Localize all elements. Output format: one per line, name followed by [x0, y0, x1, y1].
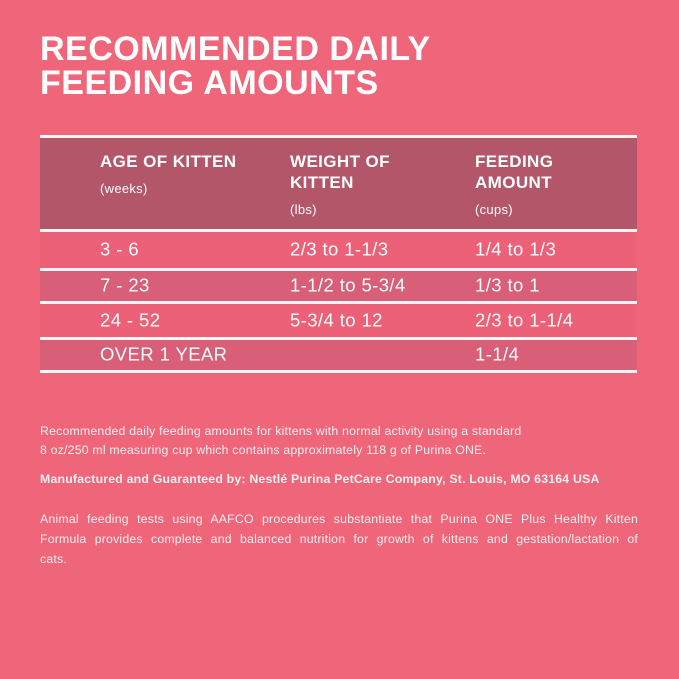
column-header-age-title: AGE OF KITTEN — [100, 152, 237, 171]
cell-weight: 5-3/4 to 12 — [290, 309, 383, 331]
manufacturer-note: Manufactured and Guaranteed by: Nestlé P… — [40, 472, 600, 486]
cell-weight: 2/3 to 1-1/3 — [290, 238, 389, 260]
table-divider — [40, 268, 637, 271]
table-header-row: AGE OF KITTEN (weeks) WEIGHT OF KITTEN (… — [40, 138, 637, 229]
column-header-age: AGE OF KITTEN (weeks) — [100, 151, 245, 199]
aafco-note-line3: cats. — [40, 552, 67, 566]
page-title-line2: FEEDING AMOUNTS — [40, 64, 379, 102]
aafco-note: Animal feeding tests using AAFCO procedu… — [40, 509, 638, 569]
column-header-weight: WEIGHT OF KITTEN (lbs) — [290, 151, 435, 220]
cell-weight: 1-1/2 to 5-3/4 — [290, 274, 406, 296]
aafco-note-line2: Formula provides complete and balanced n… — [40, 532, 638, 546]
table-divider — [40, 229, 637, 232]
column-header-amount: FEEDING AMOUNT (cups) — [475, 151, 620, 220]
cell-age: 7 - 23 — [100, 274, 150, 296]
column-header-amount-title: FEEDING AMOUNT — [475, 152, 554, 192]
aafco-note-line1: Animal feeding tests using AAFCO procedu… — [40, 512, 638, 526]
table-row: OVER 1 YEAR 1-1/4 — [40, 340, 637, 370]
cell-amount: 1/4 to 1/3 — [475, 238, 557, 260]
cell-age: 3 - 6 — [100, 238, 140, 260]
page-title-line1: RECOMMENDED DAILY — [40, 30, 431, 68]
column-header-age-unit: (weeks) — [100, 181, 148, 196]
feeding-note-line1: Recommended daily feeding amounts for ki… — [40, 424, 522, 438]
cell-amount: 1/3 to 1 — [475, 274, 540, 296]
cell-age: OVER 1 YEAR — [100, 343, 228, 365]
feeding-note: Recommended daily feeding amounts for ki… — [40, 422, 638, 460]
table-row: 24 - 52 5-3/4 to 12 2/3 to 1-1/4 — [40, 304, 637, 337]
column-header-weight-unit: (lbs) — [290, 202, 317, 217]
feeding-note-line2: 8 oz/250 ml measuring cup which contains… — [40, 443, 487, 457]
column-header-amount-unit: (cups) — [475, 202, 513, 217]
table-row: 7 - 23 1-1/2 to 5-3/4 1/3 to 1 — [40, 271, 637, 301]
feeding-table: AGE OF KITTEN (weeks) WEIGHT OF KITTEN (… — [40, 135, 637, 373]
table-divider-top — [40, 135, 637, 138]
cell-amount: 2/3 to 1-1/4 — [475, 309, 574, 331]
cell-amount: 1-1/4 — [475, 343, 520, 365]
column-header-weight-title: WEIGHT OF KITTEN — [290, 152, 390, 192]
cell-age: 24 - 52 — [100, 309, 161, 331]
page-title: RECOMMENDED DAILY FEEDING AMOUNTS — [40, 32, 431, 100]
table-row: 3 - 6 2/3 to 1-1/3 1/4 to 1/3 — [40, 232, 637, 268]
table-divider-bottom — [40, 370, 637, 373]
table-divider — [40, 301, 637, 304]
table-divider — [40, 337, 637, 340]
